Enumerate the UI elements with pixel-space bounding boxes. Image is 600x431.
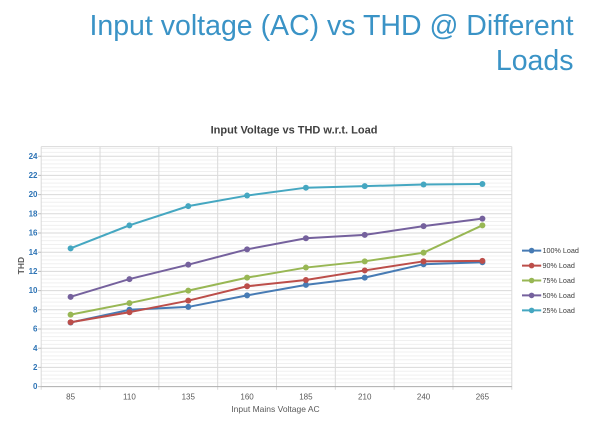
- svg-text:240: 240: [417, 392, 431, 401]
- svg-text:THD: THD: [16, 257, 26, 274]
- svg-text:Input Mains Voltage AC: Input Mains Voltage AC: [231, 404, 319, 414]
- svg-text:185: 185: [299, 392, 313, 401]
- svg-text:265: 265: [476, 392, 490, 401]
- svg-text:24: 24: [29, 152, 38, 161]
- svg-text:0: 0: [33, 382, 38, 391]
- svg-text:210: 210: [358, 392, 372, 401]
- svg-text:18: 18: [29, 209, 38, 218]
- svg-text:85: 85: [66, 392, 75, 401]
- svg-text:110: 110: [123, 392, 136, 401]
- svg-text:90% Load: 90% Load: [543, 261, 575, 270]
- svg-text:16: 16: [29, 229, 38, 238]
- svg-text:2: 2: [33, 363, 38, 372]
- svg-text:14: 14: [29, 248, 38, 257]
- svg-text:25% Load: 25% Load: [543, 306, 575, 315]
- svg-text:6: 6: [33, 325, 38, 334]
- svg-text:75% Load: 75% Load: [543, 276, 575, 285]
- svg-text:20: 20: [29, 190, 38, 199]
- svg-text:8: 8: [33, 305, 38, 314]
- svg-text:135: 135: [182, 392, 196, 401]
- svg-text:50% Load: 50% Load: [543, 291, 575, 300]
- svg-text:100% Load: 100% Load: [543, 246, 579, 255]
- svg-text:Input Voltage vs THD w.r.t. Lo: Input Voltage vs THD w.r.t. Load: [211, 124, 378, 136]
- svg-text:10: 10: [29, 286, 38, 295]
- svg-text:160: 160: [240, 392, 254, 401]
- svg-text:12: 12: [29, 267, 38, 276]
- svg-text:4: 4: [33, 344, 38, 353]
- svg-text:22: 22: [29, 171, 38, 180]
